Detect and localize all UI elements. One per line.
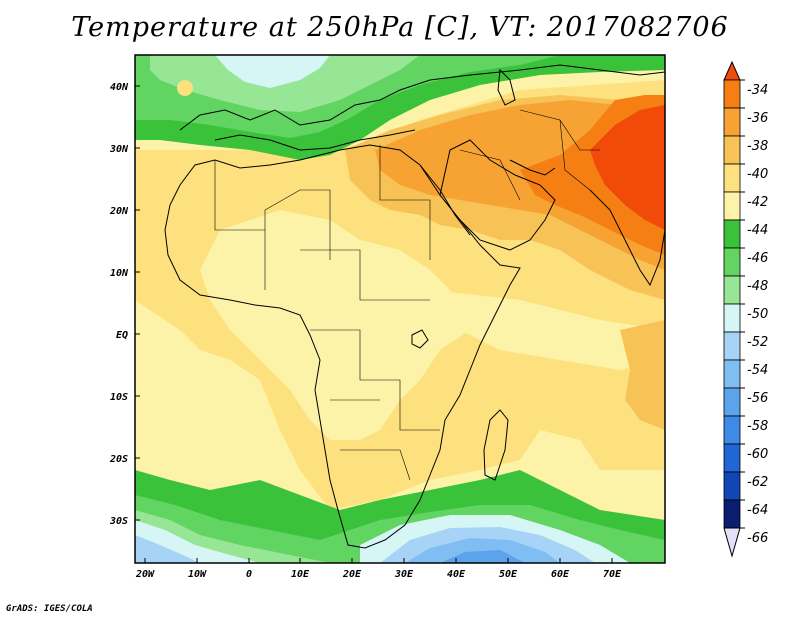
mediterranean-south (214, 129, 416, 151)
lake-victoria (411, 329, 429, 349)
colorbar-swatch (723, 219, 741, 249)
colorbar-swatch (723, 107, 741, 137)
x-tick-label: 40E (447, 569, 466, 580)
colorbar-label: -42 (747, 195, 768, 210)
colorbar-label: -44 (747, 223, 768, 238)
y-tick-label: 30N (109, 144, 129, 155)
field-south-58 (440, 550, 525, 563)
field-south-56 (405, 538, 560, 563)
field-north-cold-spot (177, 80, 193, 96)
red-sea (419, 164, 471, 236)
x-tick-label: 0 (246, 569, 252, 580)
x-tick-label: 60E (551, 569, 570, 580)
colorbar-label: -58 (747, 419, 768, 434)
x-tick-label: 10W (188, 569, 207, 580)
x-tick-label: 20E (342, 569, 362, 580)
x-tick-label: 70E (603, 569, 622, 580)
field-north-52 (215, 55, 330, 88)
country-borders (214, 109, 600, 481)
field-band-44-ocean (430, 290, 665, 370)
field-band-34 (590, 105, 665, 230)
chart-title: Temperature at 250hPa [C], VT: 201708270… (71, 12, 729, 43)
grads-credit: GrADS: IGES/COLA (6, 604, 93, 614)
colorbar-swatch (723, 471, 741, 501)
y-tick-label: 10S (110, 392, 128, 403)
colorbar-label: -34 (747, 83, 768, 98)
colorbar-swatch (723, 275, 741, 305)
y-tick-label: 30S (109, 516, 128, 527)
colorbar-label: -60 (747, 447, 768, 462)
colorbar-swatch (723, 191, 741, 221)
colorbar-label: -36 (747, 111, 768, 126)
madagascar (483, 409, 509, 481)
colorbar-label: -66 (747, 531, 768, 546)
y-tick-label: 10N (110, 268, 129, 279)
colorbar-top-arrow (723, 60, 741, 81)
india-coast (589, 189, 665, 287)
colorbar-swatch (723, 415, 741, 445)
x-tick-label: 10E (291, 569, 310, 580)
colorbar-label: -62 (747, 475, 768, 490)
colorbar-swatch (723, 359, 741, 389)
colorbar: -34 -36 -38 -40 -42 -44 -46 -48 -50 -52 … (723, 60, 768, 558)
y-tick-label: 20N (109, 206, 129, 217)
field-band-44-interior (200, 210, 470, 440)
arabian-peninsula (439, 139, 556, 251)
colorbar-swatch (723, 79, 741, 109)
colorbar-swatch (723, 499, 741, 529)
colorbar-swatch (723, 331, 741, 361)
x-tick-label: 30E (394, 569, 414, 580)
colorbar-label: -38 (747, 139, 768, 154)
colorbar-bottom-arrow (723, 527, 741, 558)
colorbar-label: -52 (747, 335, 768, 350)
colorbar-swatch (723, 135, 741, 165)
temperature-field (135, 55, 665, 563)
y-tick-label: 20S (109, 454, 128, 465)
caspian-sea (497, 68, 516, 106)
x-tick-label: 50E (499, 569, 518, 580)
y-tick-label: 40N (110, 82, 129, 93)
colorbar-swatch (723, 247, 741, 277)
colorbar-label: -54 (747, 363, 768, 378)
y-axis: 40N 30N 20N 10N EQ 10S 20S 30S (109, 82, 140, 527)
colorbar-label: -40 (747, 167, 768, 182)
colorbar-swatch (723, 303, 741, 333)
x-axis: 20W 10W 0 10E 20E 30E 40E 50E 60E 70E (135, 558, 622, 580)
colorbar-swatch (723, 387, 741, 417)
field-band-40-east (620, 320, 665, 430)
persian-gulf (509, 159, 556, 176)
colorbar-label: -56 (747, 391, 768, 406)
colorbar-label: -64 (747, 503, 768, 518)
colorbar-swatch (723, 443, 741, 473)
colorbar-label: -50 (747, 307, 768, 322)
x-tick-label: 20W (135, 569, 155, 580)
plot-frame (134, 54, 666, 564)
colorbar-label: -46 (747, 251, 768, 266)
colorbar-swatch (723, 163, 741, 193)
colorbar-label: -48 (747, 279, 768, 294)
coastlines (164, 64, 665, 549)
field-south-54-west (135, 535, 200, 563)
europe-coast (179, 64, 665, 131)
africa-coastline (164, 144, 521, 549)
y-tick-label: EQ (116, 330, 128, 341)
